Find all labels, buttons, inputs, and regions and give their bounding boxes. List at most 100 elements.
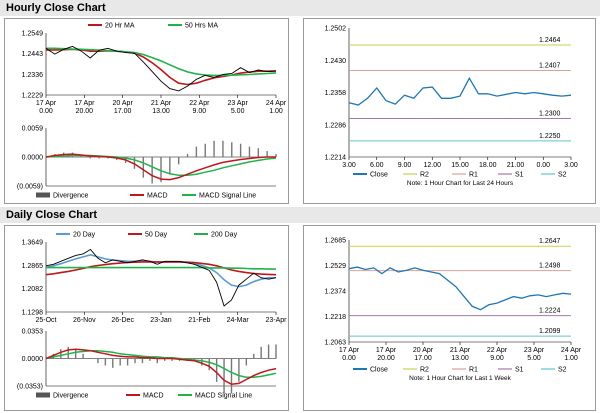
hourly_pivots-level-label: 1.2407 xyxy=(539,63,561,70)
hourly_price-series-20-hr-ma xyxy=(46,48,277,86)
hourly_macd-y-tick: 0.0059 xyxy=(22,126,44,133)
daily_price-legend-label: 50 Day xyxy=(145,232,168,239)
hourly_pivots-x-tick: 21.00 xyxy=(507,162,525,169)
daily_price-x-tick: 25-Oct xyxy=(35,317,56,324)
hourly_price-y-tick: 1.2229 xyxy=(22,93,44,100)
hourly_price-legend-label: 50 Hrs MA xyxy=(185,23,218,30)
daily_pivots-level-label: 1.2099 xyxy=(539,328,561,335)
daily_pivots-x-tick: 0.00 xyxy=(342,355,356,362)
daily_macd-y-tick: (0.0353) xyxy=(17,384,43,391)
hourly_pivots-level-label: 1.2300 xyxy=(539,110,561,117)
daily_pivots-legend-label: S1 xyxy=(515,367,524,374)
daily-section-header: Daily Close Chart xyxy=(0,207,600,223)
daily_pivots-x-tick: 5.00 xyxy=(527,355,541,362)
daily_pivots-x-tick: 17 Apr xyxy=(376,347,397,354)
hourly_price-x-tick: 17.00 xyxy=(114,108,132,115)
hourly_pivots-x-tick: 0.00 xyxy=(536,162,550,169)
daily_pivots-x-tick: 22 Apr xyxy=(487,347,508,354)
hourly_price-x-tick: 20 Apr xyxy=(113,100,134,107)
hourly_pivots-legend-label: R1 xyxy=(469,172,478,179)
daily_pivots-level-label: 1.2498 xyxy=(539,263,561,270)
daily_pivots-x-tick: 20.00 xyxy=(377,355,395,362)
hourly_pivots-x-tick: 3.00 xyxy=(564,162,578,169)
hourly_price-x-tick: 13.00 xyxy=(152,108,170,115)
daily_pivots-y-tick: 1.2218 xyxy=(325,314,347,321)
hourly_pivots-y-tick: 1.2430 xyxy=(325,58,347,65)
hourly_pivots-series-close xyxy=(348,76,572,106)
daily_pivots-legend-label: R2 xyxy=(420,367,429,374)
hourly_pivots-x-tick: 12.00 xyxy=(423,162,441,169)
hourly_pivots-level-label: 1.2464 xyxy=(539,37,561,44)
daily_price-y-tick: 1.1298 xyxy=(22,310,44,317)
hourly_macd-legend-label: Divergence xyxy=(53,193,89,200)
daily_pivots-y-tick: 1.2374 xyxy=(325,289,347,296)
daily_macd-legend-swatch xyxy=(36,392,50,398)
hourly_pivots-x-tick: 9.00 xyxy=(398,162,412,169)
hourly-right-panel xyxy=(303,18,596,204)
hourly_price-legend-label: 20 Hr MA xyxy=(105,23,135,30)
hourly_price-y-tick: 1.2549 xyxy=(22,31,44,38)
daily_macd-series-macd xyxy=(45,348,277,385)
daily_pivots-x-tick: 13.00 xyxy=(451,355,469,362)
daily_price-x-tick: 23-Apr xyxy=(265,317,287,324)
hourly_price-x-tick: 0.00 xyxy=(39,108,53,115)
hourly_price-x-tick: 24 Apr xyxy=(266,100,287,107)
hourly_pivots-legend-label: Close xyxy=(370,172,388,179)
hourly-section-header: Hourly Close Chart xyxy=(0,0,600,16)
hourly_price-x-tick: 9.00 xyxy=(193,108,207,115)
hourly_pivots-legend-label: R2 xyxy=(420,172,429,179)
hourly_pivots-note: Note: 1 Hour Chart for Last 24 Hours xyxy=(407,180,514,187)
hourly_price-x-tick: 20.00 xyxy=(76,108,94,115)
daily_price-y-tick: 1.2082 xyxy=(22,286,44,293)
hourly_price-x-tick: 17 Apr xyxy=(36,100,57,107)
hourly_pivots-y-tick: 1.2286 xyxy=(325,122,347,129)
daily_price-series-20-day xyxy=(45,253,276,288)
hourly_price-x-tick: 5.00 xyxy=(231,108,245,115)
daily_price-x-tick: 23-Jan xyxy=(150,317,172,324)
daily_pivots-y-tick: 1.2529 xyxy=(325,263,347,270)
hourly_macd-y-tick: (0.0059) xyxy=(17,184,43,191)
hourly_price-series-close xyxy=(45,45,277,92)
hourly_price-y-tick: 1.2443 xyxy=(22,51,44,58)
daily_pivots-y-tick: 1.2063 xyxy=(325,340,347,347)
daily_pivots-level-label: 1.2224 xyxy=(539,308,561,315)
daily_pivots-x-tick: 21 Apr xyxy=(450,347,471,354)
daily_price-x-tick: 26-Dec xyxy=(111,317,134,324)
daily_macd-legend-label: MACD xyxy=(143,393,164,400)
daily_price-legend-label: 20 Day xyxy=(73,232,96,239)
daily_pivots-x-tick: 17.00 xyxy=(414,355,432,362)
daily_pivots-y-tick: 1.2685 xyxy=(325,238,347,245)
daily_price-y-tick: 1.2865 xyxy=(22,263,44,270)
hourly_pivots-legend-label: S2 xyxy=(558,172,567,179)
hourly_price-x-tick: 22 Apr xyxy=(189,100,210,107)
daily_macd-y-tick: 0.0353 xyxy=(22,329,44,336)
hourly_pivots-x-tick: 3.00 xyxy=(342,162,356,169)
hourly_price-x-tick: 21 Apr xyxy=(151,100,172,107)
hourly_price-y-tick: 1.2336 xyxy=(22,72,44,79)
daily_pivots-level-label: 1.2647 xyxy=(539,238,561,245)
daily_pivots-legend-label: Close xyxy=(370,367,388,374)
daily_price-x-tick: 21-Feb xyxy=(188,317,210,324)
hourly_pivots-y-tick: 1.2214 xyxy=(325,155,347,162)
daily_pivots-legend-label: S2 xyxy=(558,367,567,374)
daily_price-x-tick: 26-Nov xyxy=(73,317,96,324)
hourly_pivots-x-tick: 6.00 xyxy=(370,162,384,169)
hourly_price-x-tick: 17 Apr xyxy=(74,100,95,107)
hourly_macd-series-macd xyxy=(45,153,276,181)
daily_pivots-legend-label: R1 xyxy=(469,367,478,374)
daily-section-title: Daily Close Chart xyxy=(6,209,98,221)
daily_pivots-series-close xyxy=(348,266,572,311)
hourly_pivots-x-tick: 18.00 xyxy=(479,162,497,169)
hourly_macd-y-tick: 0.0000 xyxy=(22,155,44,162)
daily_pivots-x-tick: 23 Apr xyxy=(524,347,545,354)
hourly_pivots-y-tick: 1.2502 xyxy=(325,26,347,33)
hourly_price-series-50-hrs-ma xyxy=(46,47,277,77)
hourly_pivots-y-tick: 1.2358 xyxy=(325,90,347,97)
daily-right-panel xyxy=(303,225,596,411)
daily_pivots-x-tick: 20 Apr xyxy=(413,347,434,354)
daily_price-legend-label: 200 Day xyxy=(211,232,238,239)
daily_price-series-200-day xyxy=(46,266,276,270)
daily_price-x-tick: 24-Mar xyxy=(227,317,250,324)
hourly_price-x-tick: 23 Apr xyxy=(228,100,249,107)
